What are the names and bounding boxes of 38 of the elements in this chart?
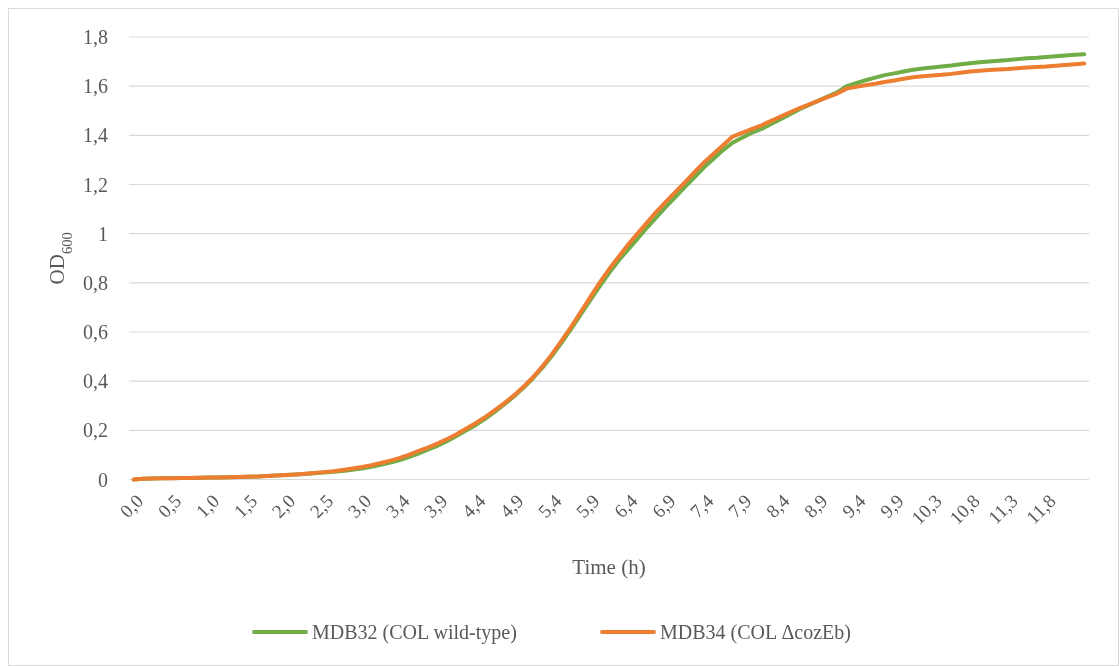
legend-label: MDB32 (COL wild-type) (312, 621, 517, 644)
x-tick-label: 6,9 (647, 490, 680, 522)
x-tick-label: 5,4 (533, 489, 566, 522)
x-tick-label: 2,5 (305, 490, 338, 522)
x-tick-label: 10,8 (945, 490, 984, 529)
x-tick-label: 8,4 (761, 489, 794, 522)
x-tick-label: 3,4 (381, 489, 414, 522)
x-tick-label: 11,8 (1021, 490, 1060, 529)
x-axis-title: Time (h) (572, 555, 646, 579)
y-tick-label: 1,2 (83, 173, 108, 196)
x-tick-label: 2,0 (267, 490, 300, 522)
x-tick-label: 3,0 (343, 490, 376, 522)
y-tick-label: 1,6 (83, 75, 108, 98)
x-tick-label: 5,9 (571, 490, 604, 522)
y-tick-label: 1,8 (83, 26, 108, 48)
y-tick-label: 0,2 (83, 419, 108, 442)
y-tick-label: 0,6 (83, 321, 108, 343)
y-tick-label: 0,8 (83, 271, 108, 294)
x-tick-label: 7,9 (723, 490, 756, 522)
x-tick-label: 7,4 (685, 489, 718, 522)
legend-label: MDB34 (COL ΔcozEb) (660, 621, 851, 644)
x-tick-label: 11,3 (983, 490, 1022, 529)
x-tick-label: 8,9 (800, 490, 832, 522)
x-tick-label: 10,3 (907, 490, 946, 529)
x-tick-label: 3,9 (419, 490, 452, 522)
y-tick-label: 0 (98, 468, 108, 491)
x-tick-label: 6,4 (609, 489, 642, 522)
x-tick-label: 1,0 (191, 490, 224, 522)
x-tick-label: 1,5 (229, 490, 262, 522)
y-tick-label: 1,4 (83, 124, 108, 147)
x-tick-label: 9,4 (838, 489, 871, 522)
y-tick-label: 0,4 (83, 370, 108, 393)
x-tick-label: 9,9 (876, 490, 908, 522)
x-tick-label: 4,4 (457, 489, 490, 522)
x-tick-label: 0,0 (115, 490, 148, 522)
y-tick-label: 1 (98, 222, 108, 245)
x-tick-label: 4,9 (495, 490, 528, 522)
x-tick-label: 0,5 (153, 490, 186, 522)
